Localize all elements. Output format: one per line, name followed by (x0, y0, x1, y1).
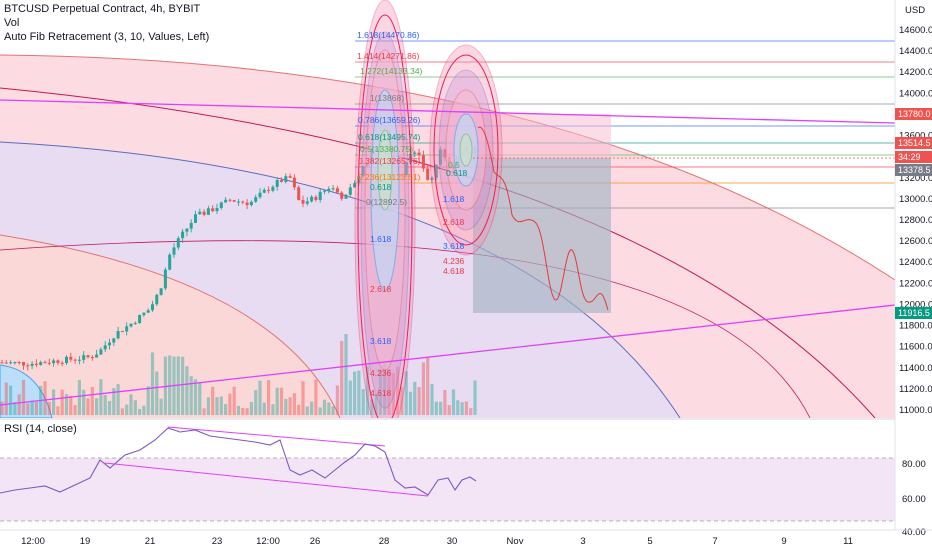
svg-text:0.786(13659.26): 0.786(13659.26) (358, 115, 421, 125)
time-tick-label: 12:00 (256, 536, 280, 547)
fib-circles-right[interactable] (429, 44, 503, 256)
fib-arc-labels-left: 0.618 1.618 2.618 3.618 4.236 4.618 (370, 182, 392, 398)
svg-text:0.236(13123.51): 0.236(13123.51) (358, 172, 421, 182)
svg-text:1.618: 1.618 (443, 194, 465, 204)
rsi-tick-label: 80.00 (902, 459, 926, 470)
svg-text:4.236: 4.236 (443, 256, 465, 266)
time-tick-label: 11 (843, 536, 853, 547)
time-tick-label: 26 (310, 536, 321, 547)
price-tick-label: 13200.00 (899, 173, 932, 184)
time-tick-label: 12:00 (21, 536, 45, 547)
price-tick-label: 14200.00 (899, 67, 932, 78)
svg-text:0.618: 0.618 (370, 182, 392, 192)
time-axis[interactable]: 12:00 19 21 23 12:00 26 28 30 Nov 3 5 7 9 11 (0, 529, 932, 547)
svg-text:13378.5: 13378.5 (898, 165, 931, 175)
price-tag: 11916.5 (895, 307, 932, 319)
currency-label: USD (905, 5, 925, 16)
time-tick-label: 28 (379, 536, 390, 547)
svg-text:13780.0: 13780.0 (898, 109, 931, 119)
svg-text:4.618: 4.618 (370, 388, 392, 398)
rsi-band (0, 458, 895, 521)
price-tick-label: 11000.00 (899, 405, 932, 416)
price-tick-label: 12800.00 (899, 215, 932, 226)
price-tick-label: 12200.00 (899, 278, 932, 289)
svg-text:4.236: 4.236 (370, 368, 392, 378)
price-tick-label: 12400.00 (899, 257, 932, 268)
fib-indicator-legend[interactable]: Auto Fib Retracement (3, 10, Values, Lef… (4, 31, 210, 43)
price-tick-label: 14600.00 (899, 25, 932, 36)
time-tick-label: 21 (145, 536, 156, 547)
price-tick-label: 12000.00 (899, 299, 932, 310)
svg-text:34:29: 34:29 (898, 152, 921, 162)
fib-arc-line-4 (0, 234, 341, 418)
time-tick-label: 3 (580, 536, 585, 547)
rsi-tick-label: 40.00 (902, 527, 926, 538)
price-axis[interactable]: USD 14600.0014400.0014200.0014000.001380… (894, 0, 932, 550)
time-tick-label: 9 (781, 536, 786, 547)
svg-text:2.618: 2.618 (370, 284, 392, 294)
symbol-title[interactable]: BTCUSD Perpetual Contract, 4h, BYBIT (4, 3, 201, 15)
position-profit-zone[interactable] (473, 114, 611, 158)
svg-text:0.618(13495.74): 0.618(13495.74) (358, 132, 421, 142)
time-tick-label: 30 (447, 536, 458, 547)
svg-text:4.618: 4.618 (443, 266, 465, 276)
svg-text:13514.5: 13514.5 (898, 138, 931, 148)
svg-text:2.618: 2.618 (443, 217, 465, 227)
fib-level-labels: 1.618(14470.86) 1.414(14271.86) 1.272(1413… (357, 30, 423, 207)
svg-text:1(13868): 1(13868) (370, 93, 404, 103)
svg-text:3.618: 3.618 (370, 336, 392, 346)
rsi-tick-label: 60.00 (902, 494, 926, 505)
time-tick-label: 7 (712, 536, 717, 547)
price-tag: 13780.0 (895, 108, 932, 120)
rsi-divergence-upper[interactable] (167, 426, 386, 447)
fib-circles-left[interactable] (354, 0, 416, 440)
svg-text:0.5(13380.75): 0.5(13380.75) (360, 144, 413, 154)
svg-text:0(12892.5): 0(12892.5) (366, 197, 407, 207)
svg-text:11916.5: 11916.5 (898, 308, 930, 318)
small-blue-arc (0, 364, 53, 418)
volume-legend[interactable]: Vol (4, 17, 20, 29)
time-tick-label: 23 (212, 536, 223, 547)
rsi-pane[interactable] (0, 426, 895, 522)
rsi-legend[interactable]: RSI (14, close) (4, 423, 77, 435)
time-tick-label: 19 (80, 536, 91, 547)
price-tag: 13514.5 (895, 137, 932, 149)
svg-text:1.618(14470.86): 1.618(14470.86) (357, 30, 420, 40)
rsi-line (0, 427, 477, 496)
upper-trendline[interactable] (0, 99, 895, 124)
price-tick-label: 11600.00 (899, 342, 932, 353)
price-tick-label: 14400.00 (899, 46, 932, 57)
svg-text:1.414(14271.86): 1.414(14271.86) (357, 51, 420, 61)
svg-text:1.618: 1.618 (370, 234, 392, 244)
time-tick-label: Nov (507, 536, 524, 547)
price-tick-label: 13000.00 (899, 194, 932, 205)
price-tick-label: 12600.00 (899, 236, 932, 247)
svg-text:0.382(13265.76): 0.382(13265.76) (358, 156, 421, 166)
time-tick-label: 5 (647, 536, 652, 547)
price-tick-label: 14000.00 (899, 88, 932, 99)
fib-time-arc-inner (0, 235, 340, 418)
svg-text:0.618: 0.618 (446, 168, 468, 178)
svg-text:3.618: 3.618 (443, 241, 465, 251)
price-tick-label: 11800.00 (899, 321, 932, 332)
price-tick-label: 11400.00 (899, 363, 932, 374)
svg-text:1.272(14133.34): 1.272(14133.34) (360, 66, 423, 76)
fib-arc-line-1 (0, 54, 895, 281)
projection-path[interactable] (477, 126, 609, 311)
price-tick-label: 11200.00 (899, 384, 932, 395)
svg-text:0.5: 0.5 (448, 160, 460, 170)
rsi-divergence-lower[interactable] (104, 462, 429, 497)
price-tag: 34:29 (895, 151, 932, 163)
price-tick-label: 13600.00 (899, 131, 932, 142)
price-tag: 13378.5 (895, 164, 932, 176)
price-pane[interactable]: 1.618(14470.86) 1.414(14271.86) 1.272(1413… (0, 0, 895, 440)
fib-arc-line-3 (0, 141, 681, 418)
lower-trendline[interactable] (0, 304, 895, 406)
